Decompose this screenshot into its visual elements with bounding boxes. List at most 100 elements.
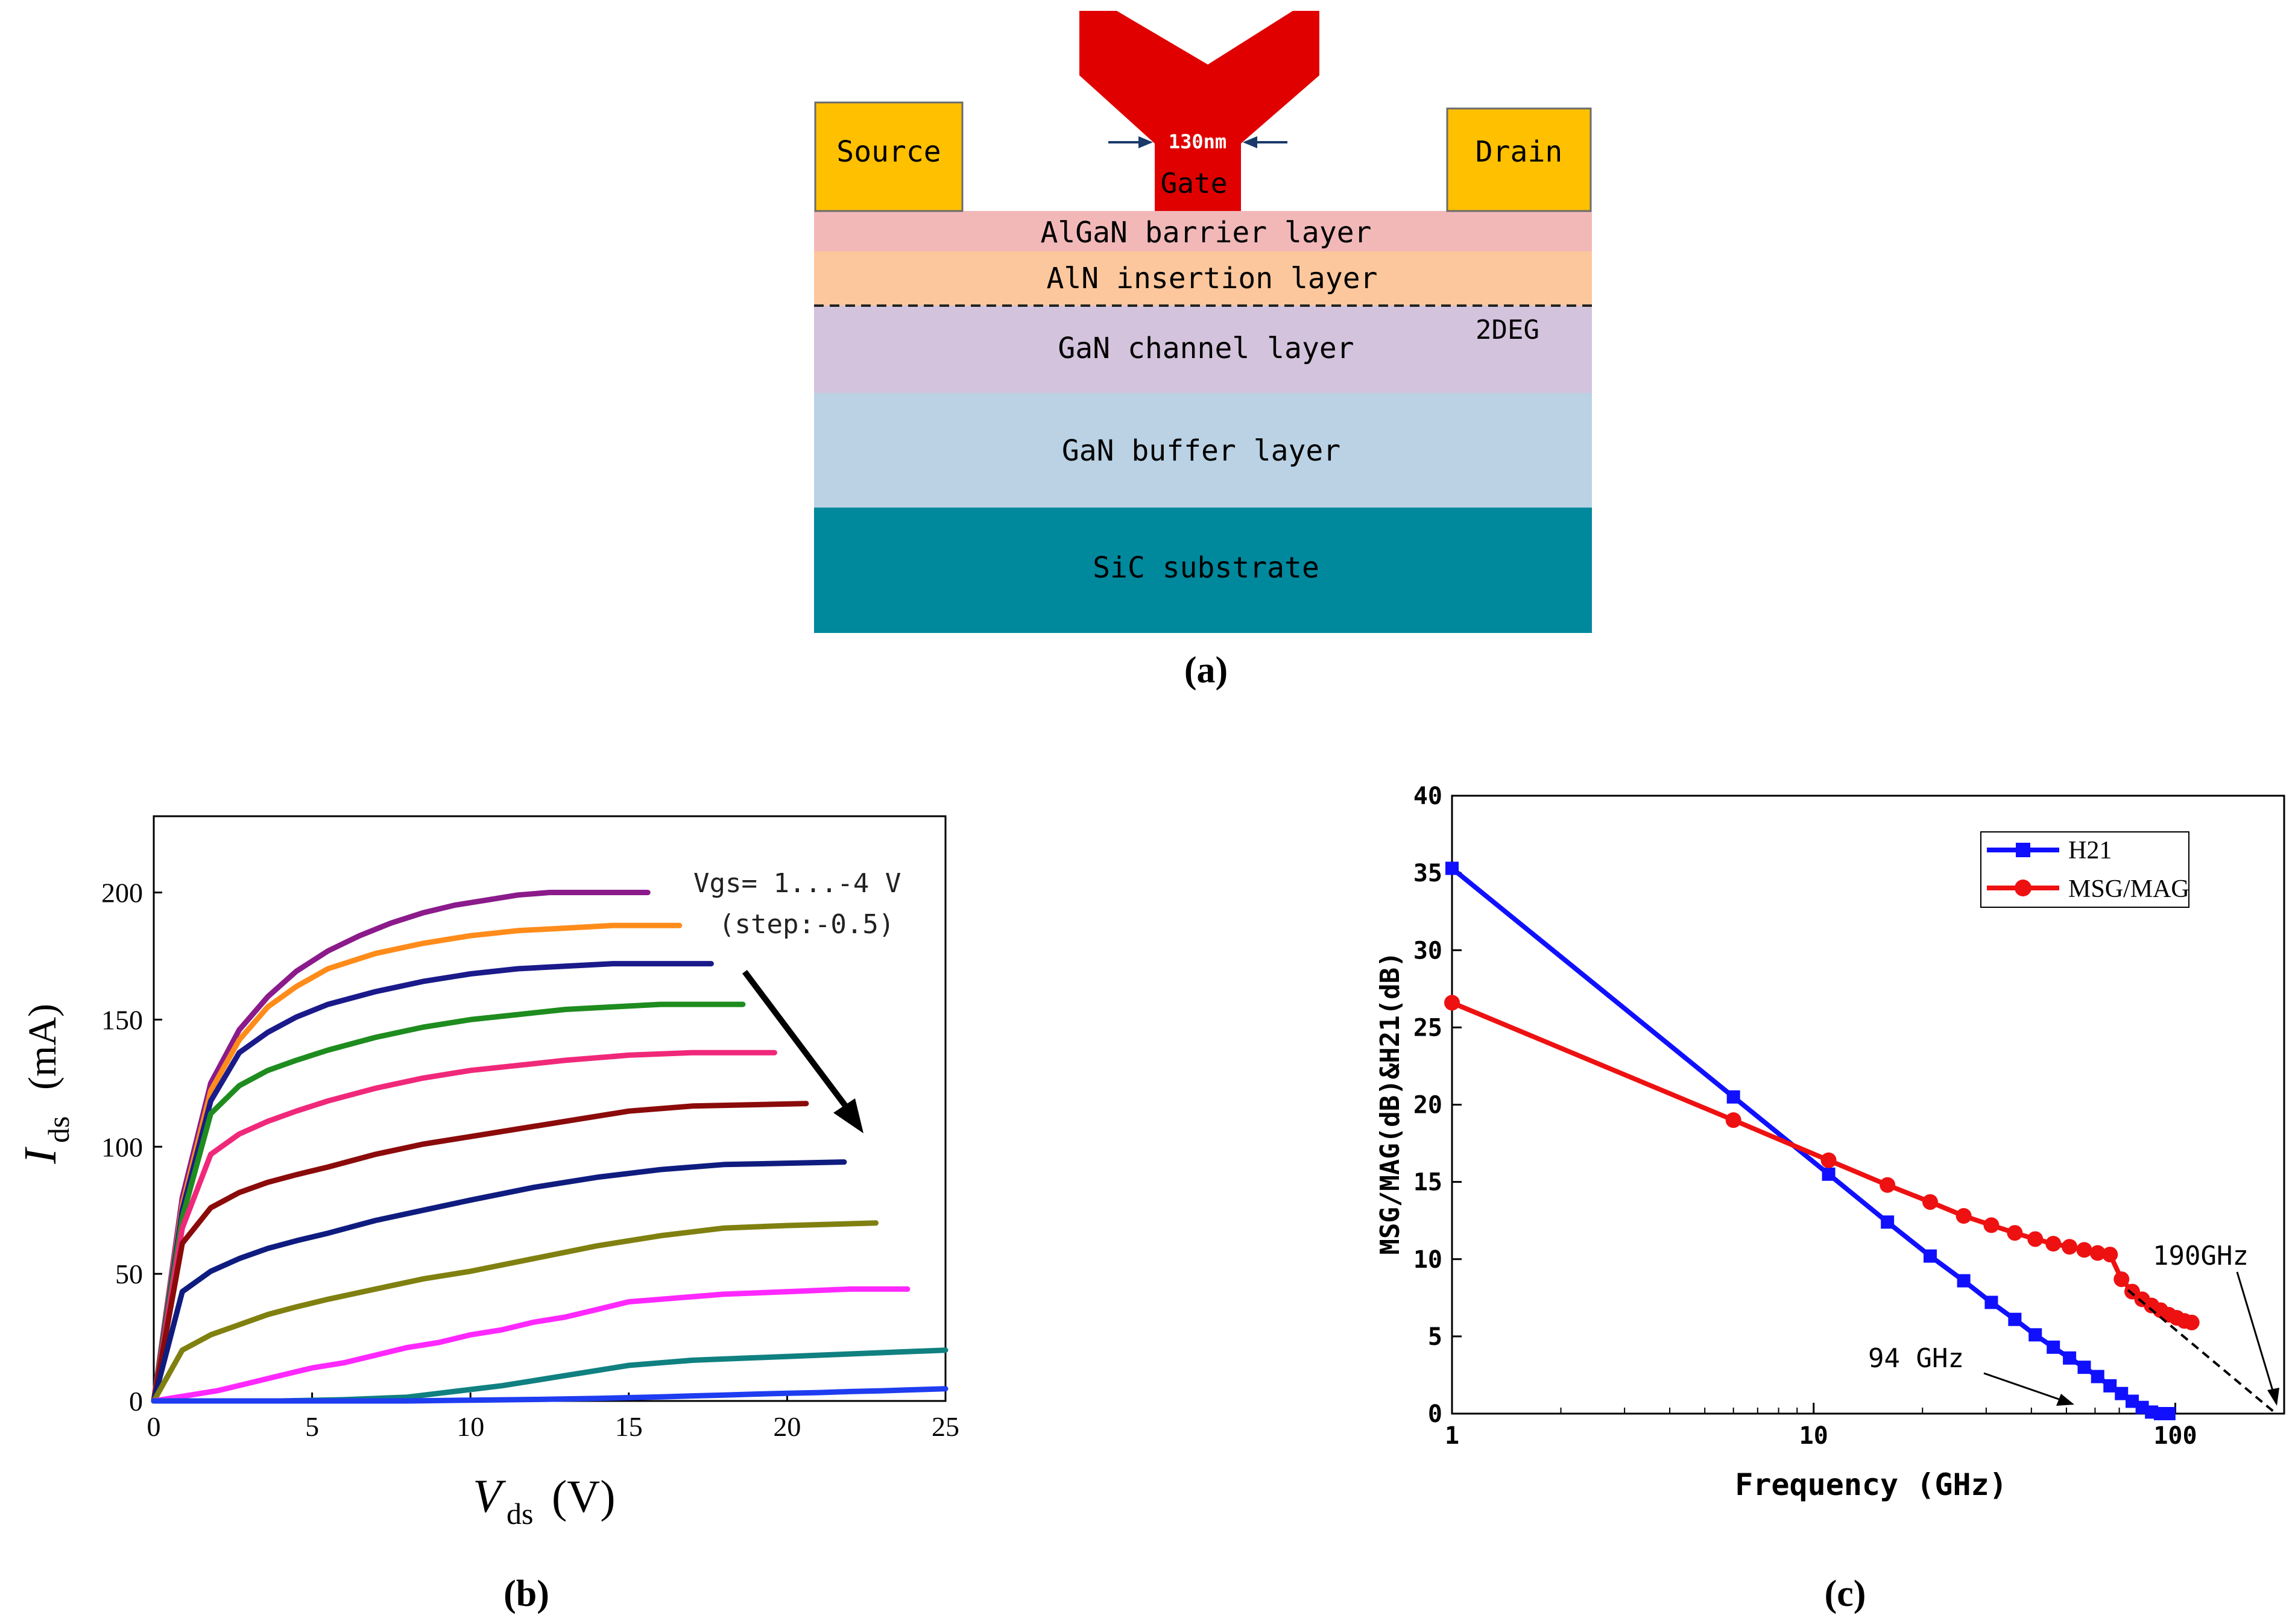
series-extrapolation (2127, 1289, 2277, 1415)
iv-curve-vgs-2.5 (151, 1220, 879, 1404)
iv-curve-vgs-0.5 (151, 1001, 746, 1404)
h21-point (2115, 1386, 2129, 1400)
panel-b-iv-chart: 0 5 10 15 20 25 0 50 100 150 200 V ds (V) I ds (mA… (15, 815, 959, 1614)
plot-c-ytick-label: 10 (1413, 1246, 1442, 1274)
msg-mag-point (2076, 1242, 2092, 1258)
msg-mag-point (2102, 1247, 2118, 1263)
iv-curve-vgs0 (151, 961, 714, 1404)
h21-point (2008, 1312, 2022, 1326)
plot-c-series (1444, 861, 2277, 1420)
msg-mag-point (1880, 1177, 1896, 1193)
plot-b-direction-arrow (742, 969, 853, 1115)
h21-point (1923, 1249, 1937, 1263)
h21-point (1881, 1215, 1895, 1229)
msg-mag-point (2113, 1271, 2130, 1288)
plot-b-xtick-label: 10 (456, 1411, 484, 1442)
panel-c-caption: (c) (1825, 1573, 1866, 1614)
plot-c-ylabel: MSG/MAG(dB)&H21(dB) (1375, 951, 1406, 1254)
legend-h21-marker (2016, 843, 2030, 857)
h21-point (2091, 1370, 2104, 1383)
plot-c-legend: H21 MSG/MAG (1980, 831, 2189, 908)
iv-curve-vgs-2 (151, 1159, 847, 1404)
plot-b-xtick-label: 5 (305, 1411, 319, 1442)
layer-gan-buffer (814, 393, 1592, 508)
plot-c-ytick-label: 15 (1413, 1169, 1442, 1197)
plot-c-arrowhead-190ghz (2267, 1388, 2279, 1406)
gate-length-arrowhead-right (1243, 136, 1257, 148)
legend-box (1980, 831, 2189, 908)
plot-b-direction-arrowhead (833, 1098, 863, 1133)
layer-label-aln: AlN insertion layer (1046, 262, 1377, 295)
msg-mag-point (1725, 1112, 1741, 1128)
plot-b-ytick-label: 0 (129, 1386, 143, 1417)
layer-gan-channel (814, 306, 1592, 393)
plot-c-ytick-label: 35 (1413, 860, 1442, 887)
iv-curve-vgs0.5 (151, 922, 683, 1404)
plot-c-annotation-94ghz: 94 GHz (1868, 1343, 1964, 1374)
msg-mag-point (2183, 1314, 2200, 1330)
msg-mag-point (2007, 1225, 2023, 1241)
h21-point (1984, 1295, 1998, 1309)
plot-b-xlabel-sub: ds (507, 1497, 533, 1531)
plot-b-ylabel-unit: (mA) (21, 1004, 65, 1090)
plot-c-ytick-label: 20 (1413, 1092, 1442, 1119)
msg-mag-point (2045, 1236, 2062, 1252)
plot-b-ylabel-main: I (15, 1147, 66, 1165)
t-gate (1079, 11, 1319, 211)
plot-c-ytick-label: 30 (1413, 937, 1442, 965)
msg-mag-point (1922, 1194, 1938, 1210)
plot-b-xtick-label: 20 (773, 1411, 801, 1442)
plot-b-ylabel: I ds (mA) (15, 1004, 75, 1165)
h21-point (2162, 1407, 2176, 1420)
drain-contact (1446, 107, 1592, 212)
iv-curve-vgs-4 (151, 1386, 949, 1404)
legend-msg-marker (2015, 880, 2031, 896)
msg-mag-point (1983, 1217, 2000, 1233)
plot-c-ytick-label: 5 (1428, 1323, 1442, 1351)
msg-mag-point (2062, 1239, 2078, 1255)
legend-h21-label: H21 (2068, 837, 2112, 864)
plot-c-xtick-label: 100 (2153, 1422, 2197, 1450)
drain-label: Drain (1476, 135, 1563, 169)
layer-label-gan-buffer: GaN buffer layer (1062, 434, 1340, 468)
plot-b-ticks: 0 5 10 15 20 25 0 50 100 150 200 (101, 878, 959, 1442)
h21-point (2077, 1361, 2091, 1374)
msg-mag-point (1820, 1152, 1837, 1168)
plot-b-ytick-label: 50 (115, 1259, 143, 1289)
iv-curve-vgs-1.5 (151, 1101, 809, 1404)
h21-point (2103, 1379, 2117, 1393)
msg-mag-point (2027, 1231, 2044, 1247)
h21-point (1726, 1090, 1740, 1104)
plot-c-ytick-label: 0 (1428, 1400, 1442, 1428)
plot-c-annotation-190ghz: 190GHz (2153, 1241, 2249, 1271)
gate-label: Gate (1161, 167, 1228, 200)
iv-curve-vgs1 (151, 890, 651, 1404)
layer-aln-insertion (814, 251, 1592, 306)
plot-b-series (151, 890, 949, 1404)
plot-b-xtick-label: 0 (147, 1411, 161, 1442)
plot-b-ylabel-sub: ds (42, 1116, 75, 1143)
h21-point (2028, 1328, 2042, 1342)
plot-c-ytick-label: 40 (1413, 782, 1442, 810)
plot-c-arrowhead-94ghz (2056, 1394, 2074, 1406)
plot-b-annotation-step: (step:-0.5) (719, 909, 894, 940)
plot-b-xtick-label: 25 (932, 1411, 959, 1442)
panel-c-rf-chart: 1 10 100 0 5 10 15 20 25 30 35 40 Frequency (GHz) M… (1375, 782, 2285, 1614)
plot-b-ytick-label: 100 (101, 1131, 143, 1162)
2deg-label: 2DEG (1476, 315, 1539, 345)
h21-point (2047, 1340, 2060, 1354)
h21-point (2125, 1394, 2139, 1408)
msg-mag-point (1444, 995, 1460, 1011)
plot-c-xtick-label: 1 (1445, 1422, 1459, 1450)
source-label: Source (836, 135, 941, 169)
msg-mag-point (1956, 1208, 1972, 1224)
plot-b-xlabel-unit: (V) (552, 1471, 616, 1522)
gate-length-arrowhead-left (1138, 136, 1153, 148)
plot-b-ytick-label: 150 (101, 1004, 143, 1035)
plot-c-ytick-label: 25 (1413, 1014, 1442, 1042)
plot-c-arrow-94ghz (1983, 1372, 2063, 1402)
plot-c-ticks: 1 10 100 0 5 10 15 20 25 30 35 40 (1413, 782, 2197, 1450)
plot-b-annotation-vgs: Vgs= 1...-4 V (693, 868, 901, 899)
plot-c-xlabel: Frequency (GHz) (1735, 1467, 2007, 1502)
